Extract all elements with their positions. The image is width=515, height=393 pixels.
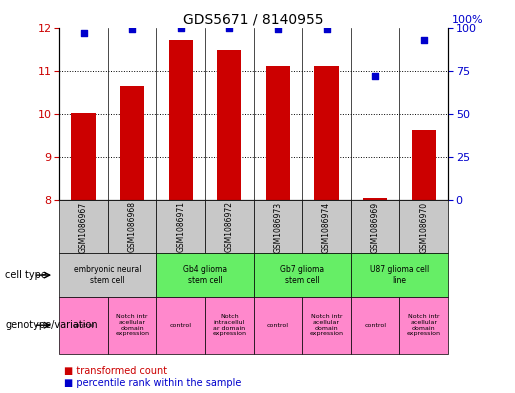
Text: 100%: 100% bbox=[452, 15, 484, 25]
Text: control: control bbox=[267, 323, 289, 328]
Text: embryonic neural
stem cell: embryonic neural stem cell bbox=[74, 265, 142, 285]
Text: Notch
intracellul
ar domain
expression: Notch intracellul ar domain expression bbox=[212, 314, 246, 336]
Text: GSM1086972: GSM1086972 bbox=[225, 202, 234, 252]
Point bbox=[128, 26, 136, 32]
Text: control: control bbox=[364, 323, 386, 328]
Bar bbox=[314, 66, 339, 200]
Bar bbox=[72, 113, 96, 200]
Bar bbox=[168, 40, 193, 200]
Text: GSM1086971: GSM1086971 bbox=[176, 202, 185, 252]
Bar bbox=[120, 86, 144, 200]
Title: GDS5671 / 8140955: GDS5671 / 8140955 bbox=[183, 12, 324, 26]
Point bbox=[225, 24, 233, 31]
Text: GSM1086967: GSM1086967 bbox=[79, 201, 88, 253]
Point bbox=[79, 29, 88, 36]
Point bbox=[371, 73, 379, 79]
Text: GSM1086968: GSM1086968 bbox=[128, 202, 136, 252]
Text: GSM1086974: GSM1086974 bbox=[322, 201, 331, 253]
Text: Gb7 glioma
stem cell: Gb7 glioma stem cell bbox=[280, 265, 324, 285]
Text: Gb4 glioma
stem cell: Gb4 glioma stem cell bbox=[183, 265, 227, 285]
Text: GSM1086973: GSM1086973 bbox=[273, 201, 282, 253]
Text: ■ transformed count: ■ transformed count bbox=[64, 366, 167, 376]
Point bbox=[177, 24, 185, 31]
Point bbox=[420, 37, 428, 43]
Point bbox=[274, 26, 282, 32]
Text: ■ percentile rank within the sample: ■ percentile rank within the sample bbox=[64, 378, 242, 388]
Bar bbox=[363, 198, 387, 200]
Text: GSM1086969: GSM1086969 bbox=[371, 201, 380, 253]
Text: Notch intr
acellular
domain
expression: Notch intr acellular domain expression bbox=[407, 314, 441, 336]
Text: control: control bbox=[170, 323, 192, 328]
Point bbox=[322, 26, 331, 32]
Bar bbox=[217, 50, 242, 200]
Bar bbox=[411, 130, 436, 200]
Text: GSM1086970: GSM1086970 bbox=[419, 201, 428, 253]
Text: Notch intr
acellular
domain
expression: Notch intr acellular domain expression bbox=[115, 314, 149, 336]
Text: Notch intr
acellular
domain
expression: Notch intr acellular domain expression bbox=[310, 314, 344, 336]
Text: U87 glioma cell
line: U87 glioma cell line bbox=[370, 265, 429, 285]
Text: cell type: cell type bbox=[5, 270, 47, 280]
Text: control: control bbox=[73, 323, 95, 328]
Bar bbox=[266, 66, 290, 200]
Text: genotype/variation: genotype/variation bbox=[5, 320, 98, 330]
